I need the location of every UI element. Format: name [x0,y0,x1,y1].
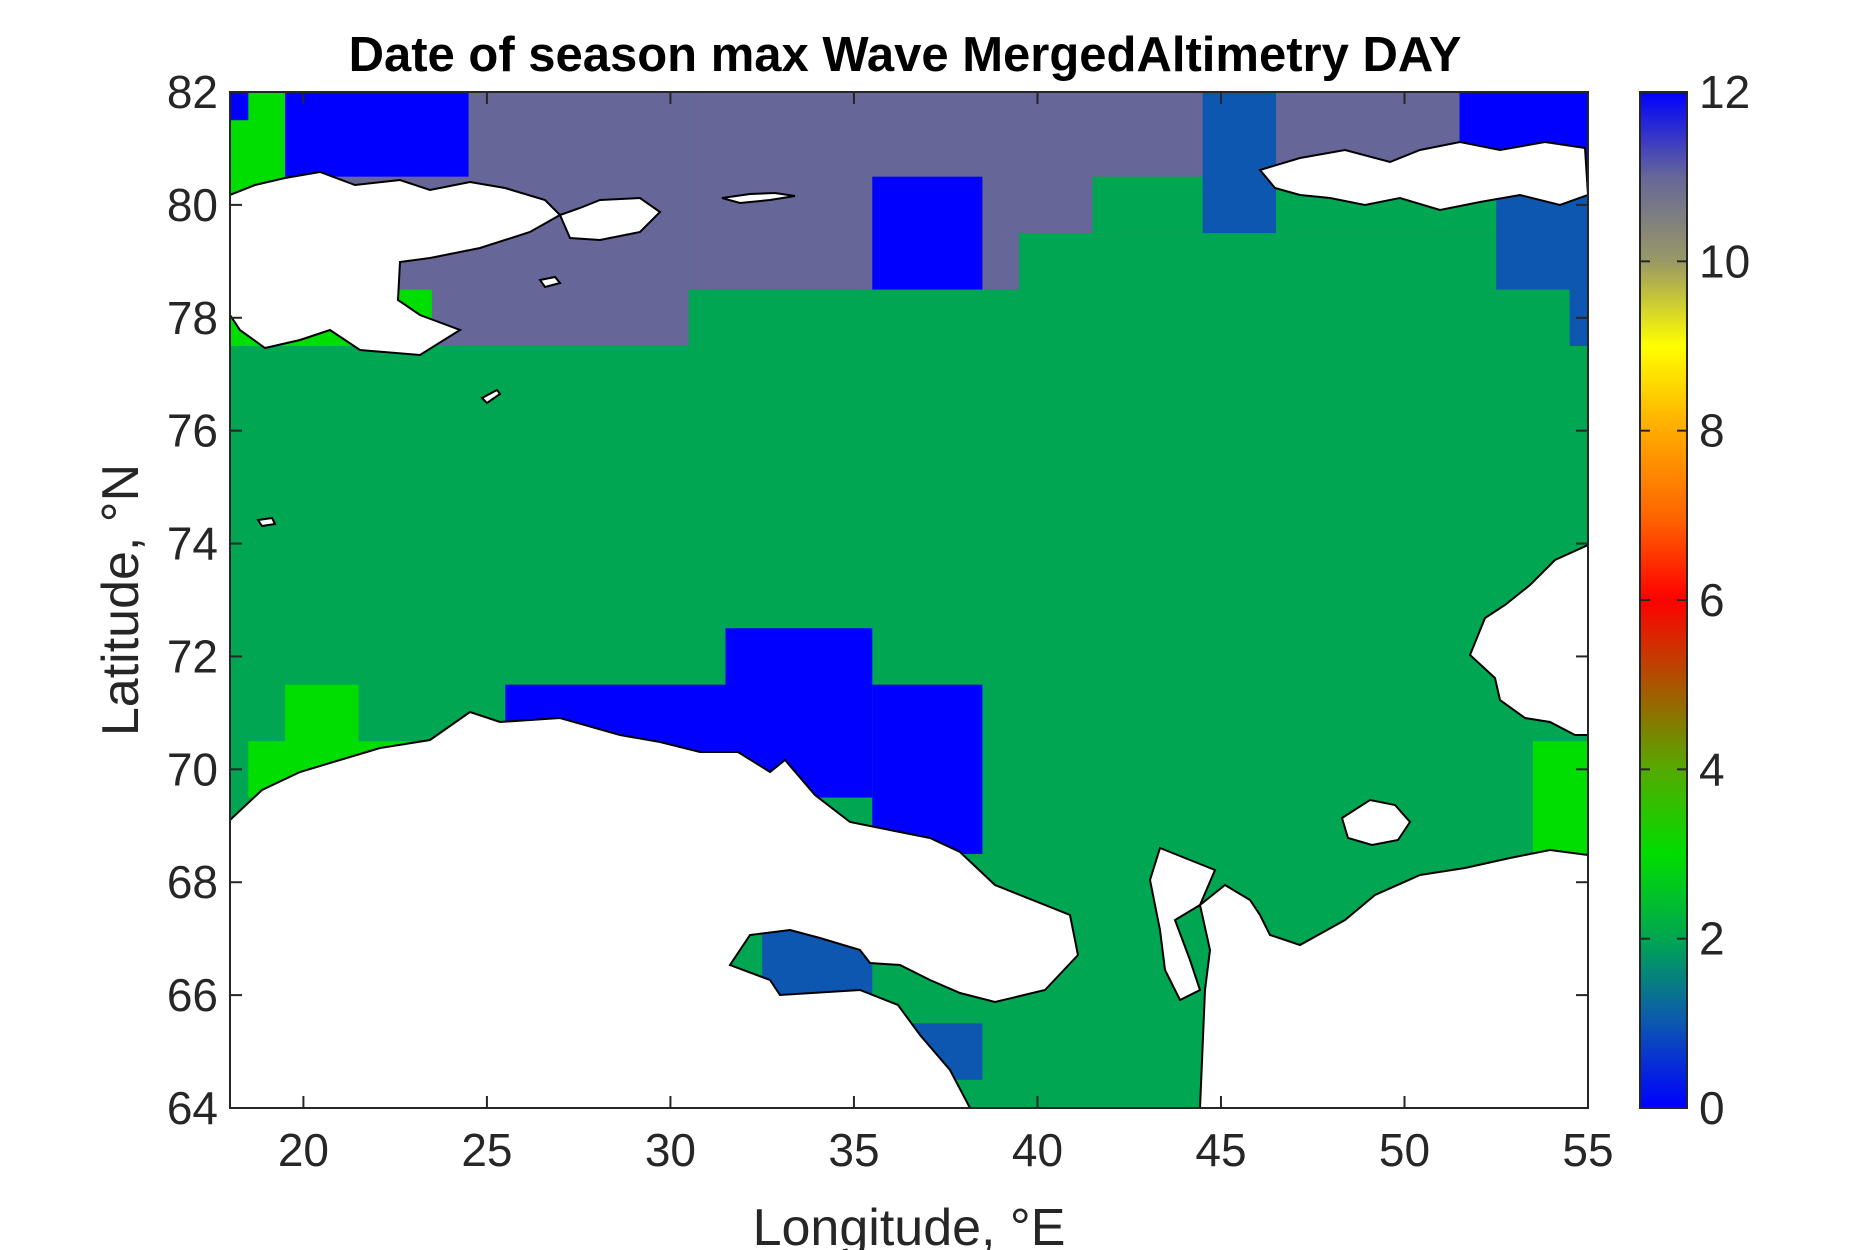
x-axis-label: Longitude, °E [753,1199,1066,1250]
heatmap-cell-15 [285,92,469,177]
x-tick-label: 55 [1562,1124,1613,1176]
colorbar-tick-label: 12 [1699,66,1750,118]
land-kolguev [1340,798,1412,847]
x-tick-label: 35 [828,1124,879,1176]
heatmap-cell-18 [1202,92,1277,234]
colorbar-tick-label: 6 [1699,574,1725,626]
land-nordaustlandet [558,196,662,242]
y-tick-labels: 64 66 68 70 72 74 76 78 80 82 [167,66,218,1134]
land-pechora-coast [1198,848,1588,1108]
heatmap-cell-7 [1092,92,1203,177]
x-tick-label: 50 [1379,1124,1430,1176]
land-kola-scandinavia [230,710,1080,1108]
y-axis-label: Latitude, °N [92,464,150,736]
heatmap-cell-16 [230,92,249,121]
land-kanin [1148,846,1217,1002]
heatmap-cell-9 [1019,233,1588,290]
x-tick-label: 25 [461,1124,512,1176]
y-tick-label: 68 [167,856,218,908]
colorbar-tick-label: 4 [1699,743,1725,795]
land-novaya-zemlya [1468,543,1588,736]
y-tick-label: 74 [167,518,218,570]
x-tick-label: 20 [278,1124,329,1176]
y-tick-label: 64 [167,1082,218,1134]
heatmap-cell-4 [982,176,1020,234]
land-franz-josef [1258,140,1588,212]
x-tick-label: 45 [1195,1124,1246,1176]
y-tick-label: 72 [167,630,218,682]
heatmap-cell-3 [872,92,1093,177]
y-tick-marks [230,91,1588,1109]
heatmap-cell-5 [982,233,1020,290]
land-islet-b [480,388,502,405]
y-tick-label: 82 [167,66,218,118]
axes [229,91,1589,1109]
colorbar-ticks: 0 2 4 6 8 10 12 [1640,66,1750,1134]
x-tick-label: 30 [645,1124,696,1176]
colorbar-tick-label: 8 [1699,405,1725,457]
heatmap-cell-17 [872,176,983,290]
heatmap-cell-24 [872,684,983,854]
x-tick-label: 40 [1012,1124,1063,1176]
heatmap-cell-6 [1019,176,1093,234]
land-masses [230,140,1588,1108]
chart-title: Date of season max Wave MergedAltimetry … [349,28,1462,82]
y-tick-label: 78 [167,292,218,344]
axes-box [229,91,1589,1109]
heatmap-cell-27 [1532,741,1588,854]
land-islet-a [538,275,562,289]
y-tick-label: 76 [167,405,218,457]
x-tick-labels: 20 25 30 35 40 45 50 55 [278,1124,1614,1176]
y-tick-label: 66 [167,969,218,1021]
plot-area [230,92,1588,1108]
land-islet-c [256,516,277,528]
y-tick-label: 70 [167,743,218,795]
y-tick-label: 80 [167,179,218,231]
x-tick-marks [302,92,1589,1108]
colorbar-tick-label: 10 [1699,235,1750,287]
land-kvitoya [721,191,796,205]
land-spitsbergen [230,170,562,357]
colorbar: 0 2 4 6 8 10 12 [1639,66,1750,1134]
colorbar-tick-label: 2 [1699,913,1725,965]
colorbar-tick-label: 0 [1699,1082,1725,1134]
